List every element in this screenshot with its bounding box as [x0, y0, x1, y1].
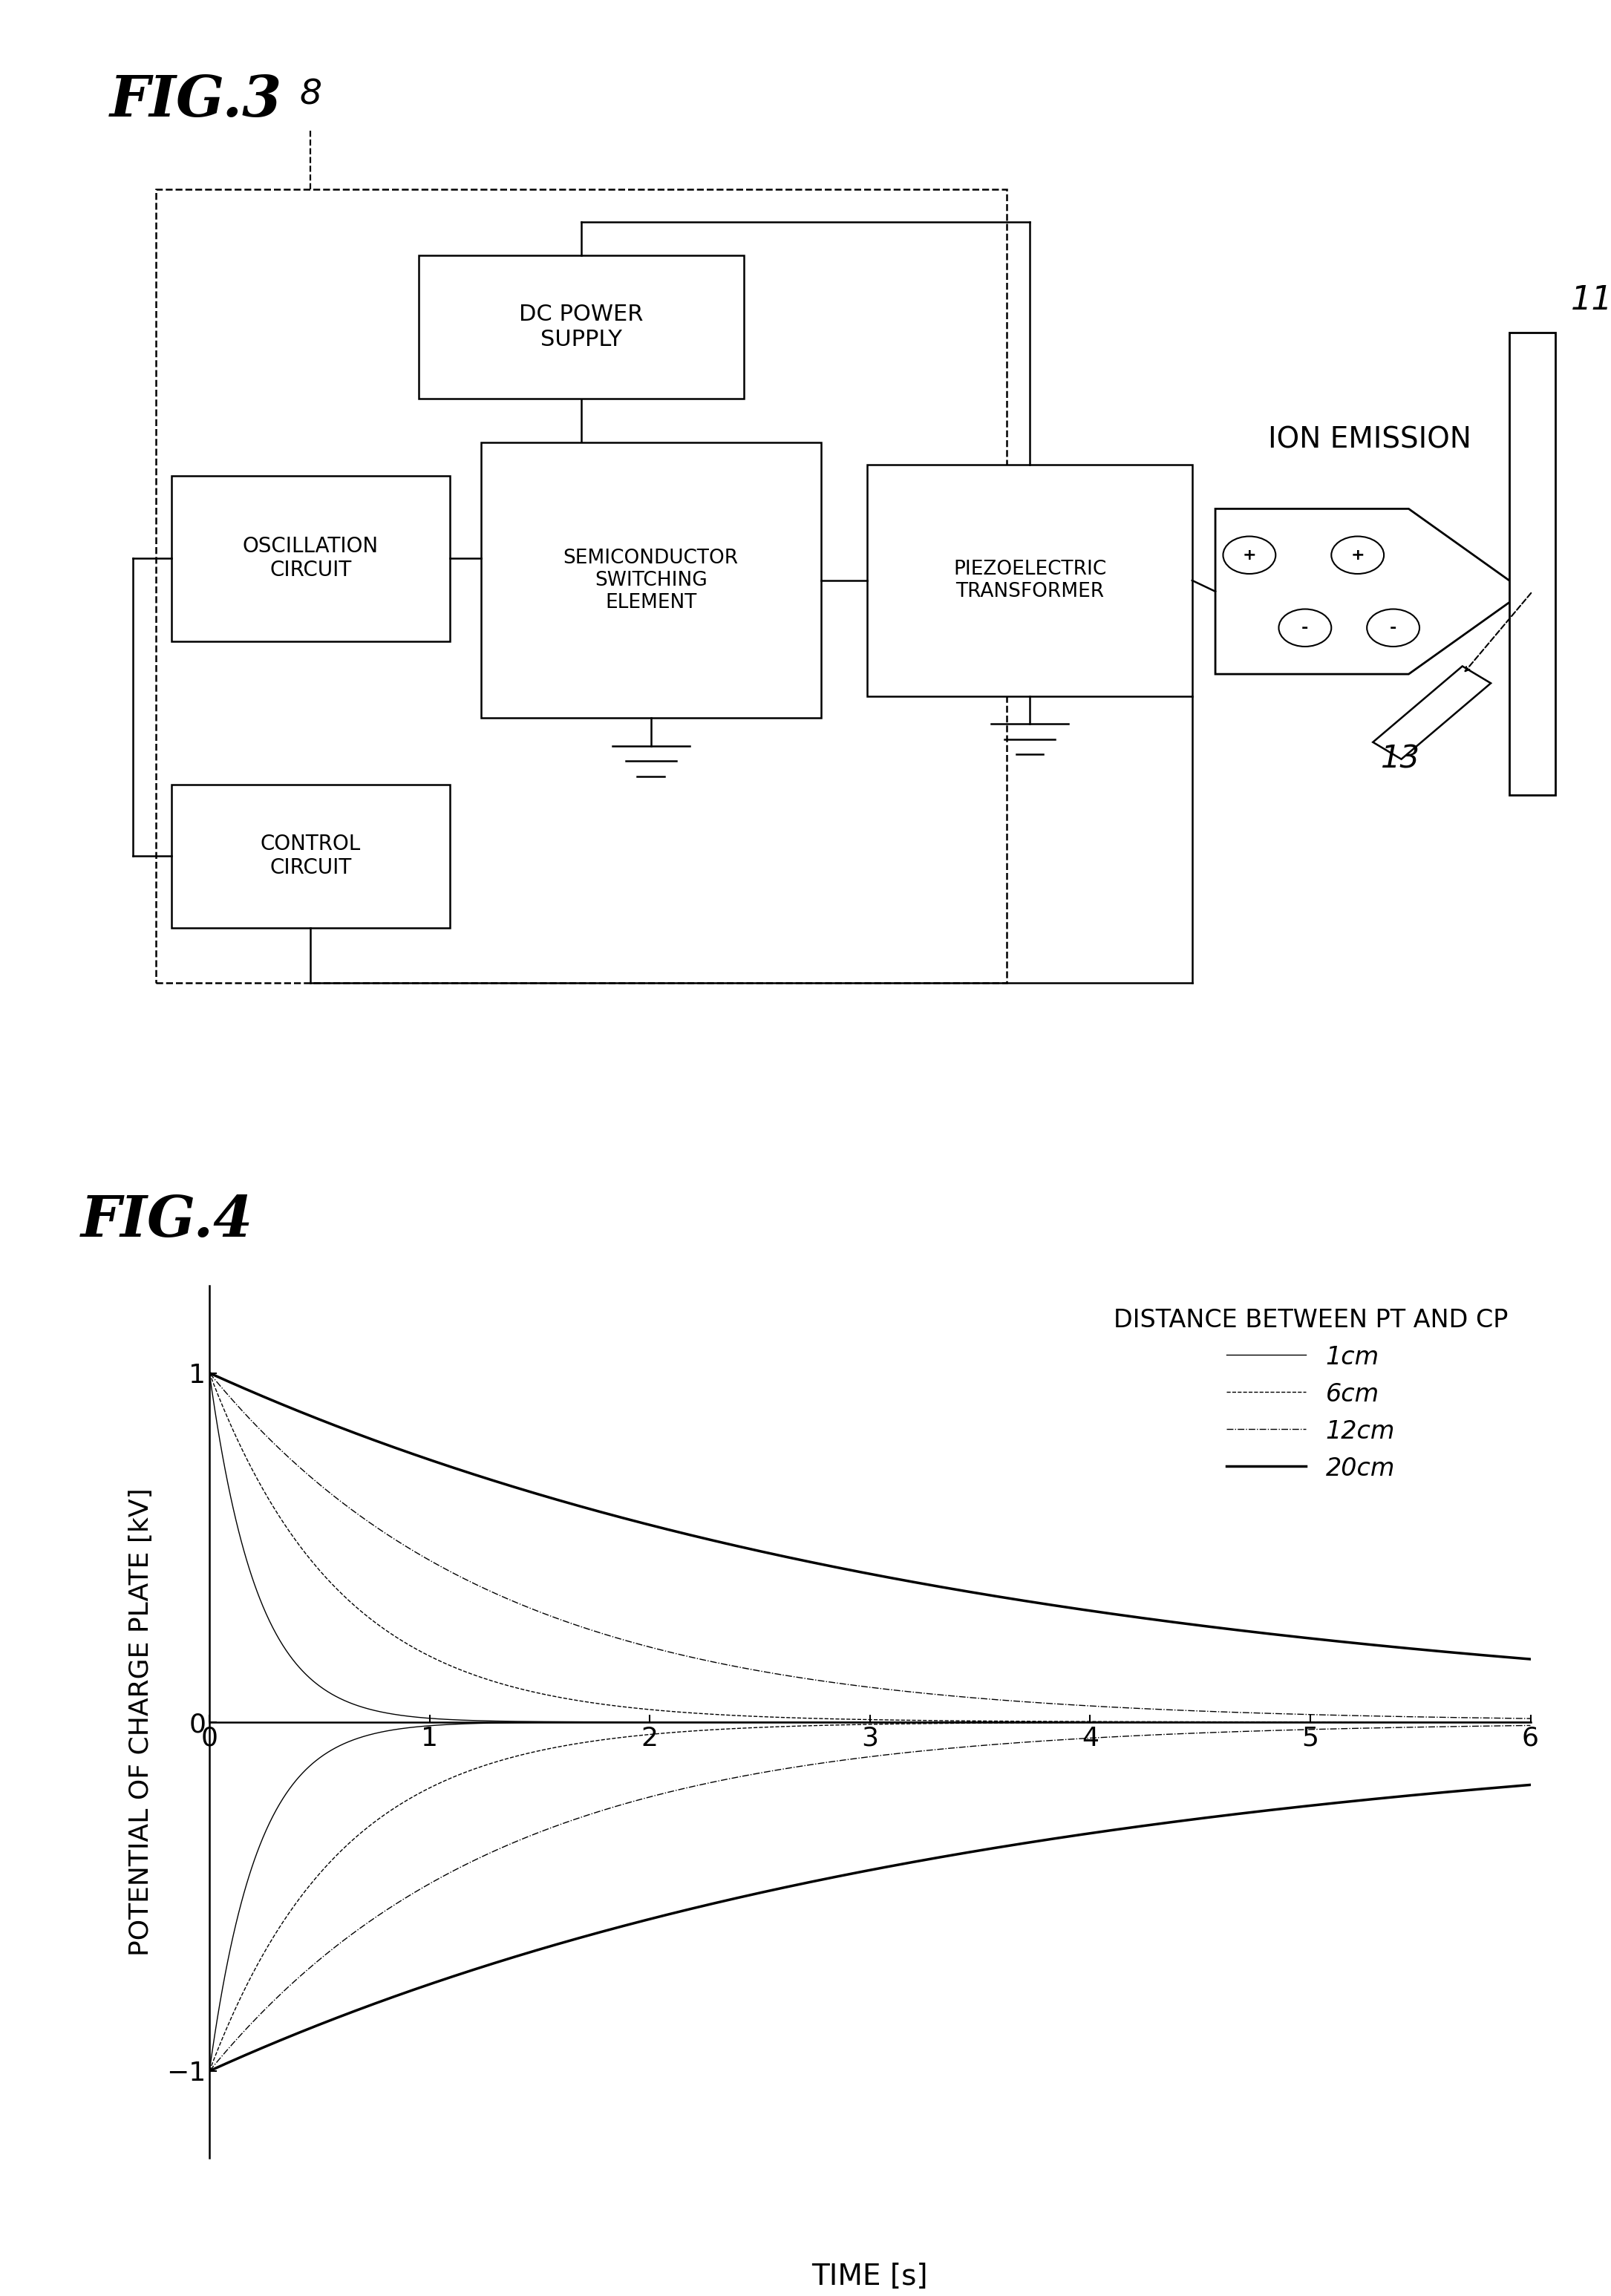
- Text: ION EMISSION: ION EMISSION: [1268, 427, 1472, 455]
- Bar: [171, 475, 449, 641]
- Bar: [867, 464, 1192, 696]
- Text: 11: 11: [1571, 285, 1611, 317]
- Text: 13: 13: [1381, 744, 1421, 774]
- Text: FIG.3: FIG.3: [110, 73, 282, 129]
- Polygon shape: [1215, 510, 1524, 675]
- Bar: [480, 443, 822, 719]
- Legend: 1cm, 6cm, 12cm, 20cm: 1cm, 6cm, 12cm, 20cm: [1104, 1297, 1518, 1490]
- Y-axis label: POTENTIAL OF CHARGE PLATE [kV]: POTENTIAL OF CHARGE PLATE [kV]: [129, 1488, 155, 1956]
- Text: DC POWER
SUPPLY: DC POWER SUPPLY: [519, 303, 643, 351]
- Text: +: +: [1350, 549, 1365, 563]
- Text: OSCILLATION
CIRCUIT: OSCILLATION CIRCUIT: [243, 535, 379, 581]
- Bar: [156, 188, 1007, 983]
- Text: CONTROL
CIRCUIT: CONTROL CIRCUIT: [261, 833, 361, 879]
- Bar: [1373, 666, 1490, 760]
- Bar: [419, 255, 744, 400]
- Text: -: -: [1302, 620, 1308, 636]
- Text: FIG.4: FIG.4: [81, 1194, 253, 1249]
- Text: SEMICONDUCTOR
SWITCHING
ELEMENT: SEMICONDUCTOR SWITCHING ELEMENT: [564, 549, 738, 613]
- Bar: [171, 785, 449, 928]
- Bar: [1510, 333, 1556, 794]
- Text: -: -: [1390, 620, 1397, 636]
- X-axis label: TIME [s]: TIME [s]: [812, 2264, 928, 2291]
- Text: 8: 8: [300, 78, 322, 113]
- Text: PIEZOELECTRIC
TRANSFORMER: PIEZOELECTRIC TRANSFORMER: [954, 560, 1107, 602]
- Text: +: +: [1242, 549, 1257, 563]
